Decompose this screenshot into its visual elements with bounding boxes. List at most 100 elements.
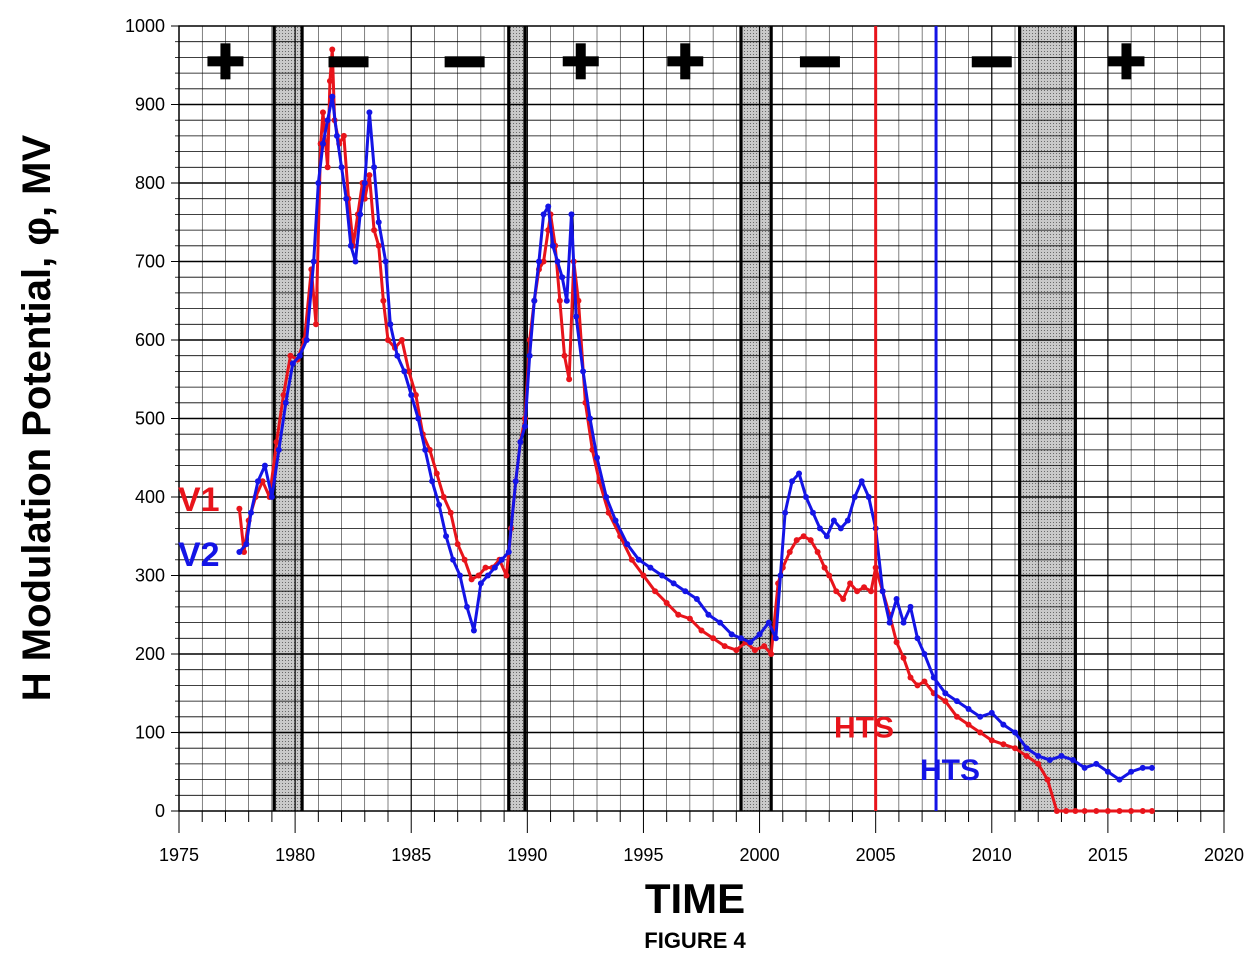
y-tick-label: 800	[135, 173, 165, 193]
data-point-v1	[426, 446, 433, 453]
polarity-plus-marker	[680, 43, 691, 80]
y-tick-label: 700	[135, 252, 165, 272]
data-point-v2	[382, 258, 389, 265]
data-point-v2	[282, 399, 289, 406]
data-point-v2	[554, 258, 561, 265]
data-point-v2	[907, 603, 914, 610]
data-point-v1	[1139, 808, 1146, 814]
data-point-v1	[721, 643, 728, 650]
data-point-v2	[470, 627, 477, 634]
data-point-v2	[1046, 756, 1053, 763]
data-point-v2	[429, 478, 436, 485]
data-point-v1	[1063, 808, 1070, 814]
y-tick-label: 500	[135, 409, 165, 429]
x-tick-label: 2000	[740, 845, 780, 865]
data-point-v1	[605, 509, 612, 516]
data-point-v1	[761, 643, 768, 650]
data-point-v2	[512, 478, 519, 485]
y-axis-title: H Modulation Potential, φ, MV	[15, 135, 59, 702]
data-point-v1	[259, 478, 266, 485]
y-tick-label: 600	[135, 330, 165, 350]
polarity-plus-marker	[1121, 43, 1132, 80]
y-tick-label: 300	[135, 566, 165, 586]
data-point-v2	[573, 313, 580, 320]
data-point-v2	[491, 564, 498, 571]
data-point-v2	[844, 517, 851, 524]
data-point-v2	[705, 611, 712, 618]
series-layer	[236, 46, 1156, 814]
polarity-plus-marker	[220, 43, 231, 80]
data-point-v1	[319, 109, 326, 116]
data-point-v2	[275, 446, 282, 453]
data-point-v1	[751, 647, 758, 654]
data-point-v2	[343, 195, 350, 202]
data-point-v2	[505, 548, 512, 555]
y-tick-label: 1000	[125, 16, 165, 36]
y-tick-label: 200	[135, 644, 165, 664]
series-label-v2: V2	[178, 536, 220, 574]
data-point-v1	[652, 588, 659, 595]
data-point-v1	[921, 678, 928, 685]
period-boundary-lines	[272, 26, 1077, 811]
x-tick-label: 2020	[1204, 845, 1244, 865]
data-point-v2	[261, 462, 268, 469]
data-point-v2	[942, 690, 949, 697]
data-point-v2	[953, 698, 960, 705]
data-point-v2	[1070, 756, 1077, 763]
data-point-v1	[675, 611, 682, 618]
data-point-v1	[847, 580, 854, 587]
data-point-v2	[1081, 764, 1088, 771]
data-point-v2	[977, 713, 984, 720]
data-point-v2	[535, 258, 542, 265]
data-point-v1	[861, 584, 868, 591]
data-point-v2	[347, 242, 354, 249]
data-point-v1	[461, 556, 468, 563]
data-point-v1	[1072, 808, 1079, 814]
data-point-v1	[447, 509, 454, 516]
data-point-v1	[977, 729, 984, 736]
data-point-v1	[405, 368, 412, 375]
data-point-v2	[387, 321, 394, 328]
series-label-v1: V1	[178, 481, 220, 519]
data-point-v1	[1044, 776, 1051, 783]
data-point-v2	[851, 494, 858, 500]
data-point-v2	[268, 494, 275, 500]
data-point-v2	[371, 164, 378, 171]
x-tick-label: 1985	[391, 845, 431, 865]
data-point-v1	[1093, 808, 1100, 814]
data-point-v1	[840, 596, 847, 603]
x-axis-title: TIME	[645, 875, 745, 922]
data-point-v2	[900, 619, 907, 626]
data-point-v2	[450, 556, 457, 563]
data-point-v1	[329, 46, 336, 53]
data-point-v2	[777, 572, 784, 579]
data-point-v2	[540, 211, 547, 218]
data-point-v2	[624, 541, 631, 548]
data-point-v1	[412, 391, 419, 398]
data-point-v2	[1116, 776, 1123, 783]
data-point-v1	[893, 639, 900, 646]
polarity-markers	[207, 43, 1145, 80]
data-point-v2	[635, 556, 642, 563]
x-tick-label: 1975	[159, 845, 199, 865]
data-point-v1	[503, 572, 510, 579]
data-point-v2	[247, 509, 254, 516]
data-point-v1	[1023, 753, 1030, 760]
data-point-v2	[559, 274, 566, 281]
data-point-v2	[375, 219, 382, 226]
data-point-v2	[436, 501, 443, 508]
data-point-v2	[366, 109, 373, 116]
x-tick-label: 1990	[507, 845, 547, 865]
data-point-v2	[394, 352, 401, 359]
data-point-v2	[612, 517, 619, 524]
data-point-v2	[289, 360, 296, 367]
data-point-v2	[1000, 721, 1007, 728]
data-point-v2	[1058, 753, 1065, 760]
data-point-v1	[821, 564, 828, 571]
data-point-v2	[717, 619, 724, 626]
data-point-v2	[296, 352, 303, 359]
data-point-v2	[1139, 764, 1146, 771]
data-point-v1	[380, 297, 387, 304]
